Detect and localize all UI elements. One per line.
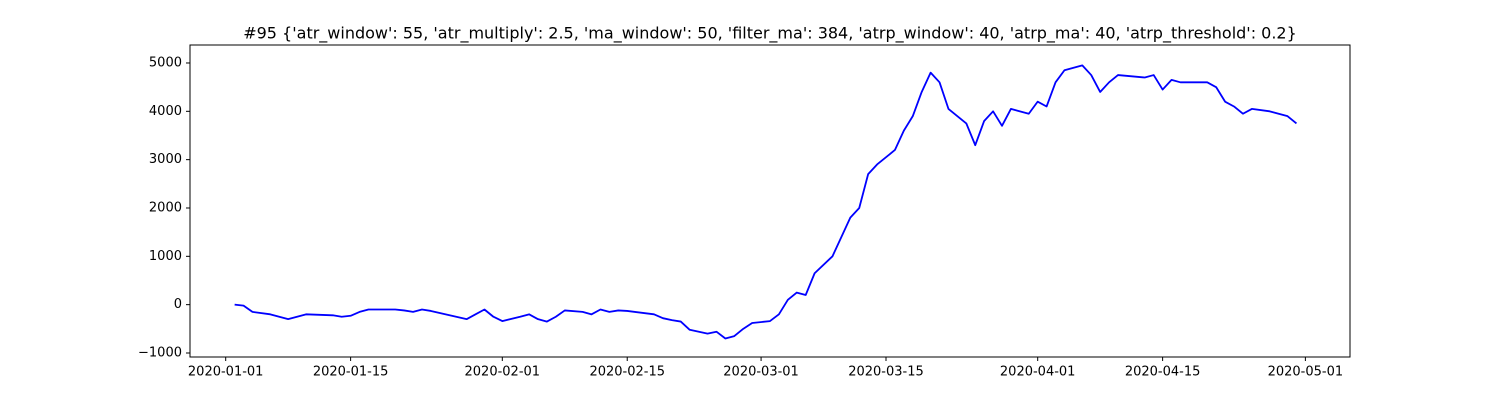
x-tick-label: 2020-01-15 [313, 365, 389, 380]
y-tick-label: 1000 [149, 249, 182, 264]
plot-frame [189, 44, 1351, 358]
y-tick-label: 5000 [149, 55, 182, 70]
y-tick-label: 4000 [149, 104, 182, 119]
x-tick-label: 2020-01-01 [188, 365, 264, 380]
x-tick-label: 2020-03-01 [723, 365, 799, 380]
x-tick-label: 2020-05-01 [1268, 365, 1344, 380]
y-tick-label: −1000 [138, 345, 182, 360]
y-tick-label: 3000 [149, 152, 182, 167]
x-tick-label: 2020-04-01 [1000, 365, 1076, 380]
x-tick-label: 2020-03-15 [848, 365, 924, 380]
data-line [234, 64, 1298, 340]
chart-title: #95 {'atr_window': 55, 'atr_multiply': 2… [243, 24, 1297, 44]
y-tick-label: 0 [174, 297, 182, 312]
x-tick-label: 2020-04-15 [1125, 365, 1201, 380]
x-tick-label: 2020-02-01 [465, 365, 541, 380]
y-tick-label: 2000 [149, 200, 182, 215]
x-tick-label: 2020-02-15 [589, 365, 665, 380]
